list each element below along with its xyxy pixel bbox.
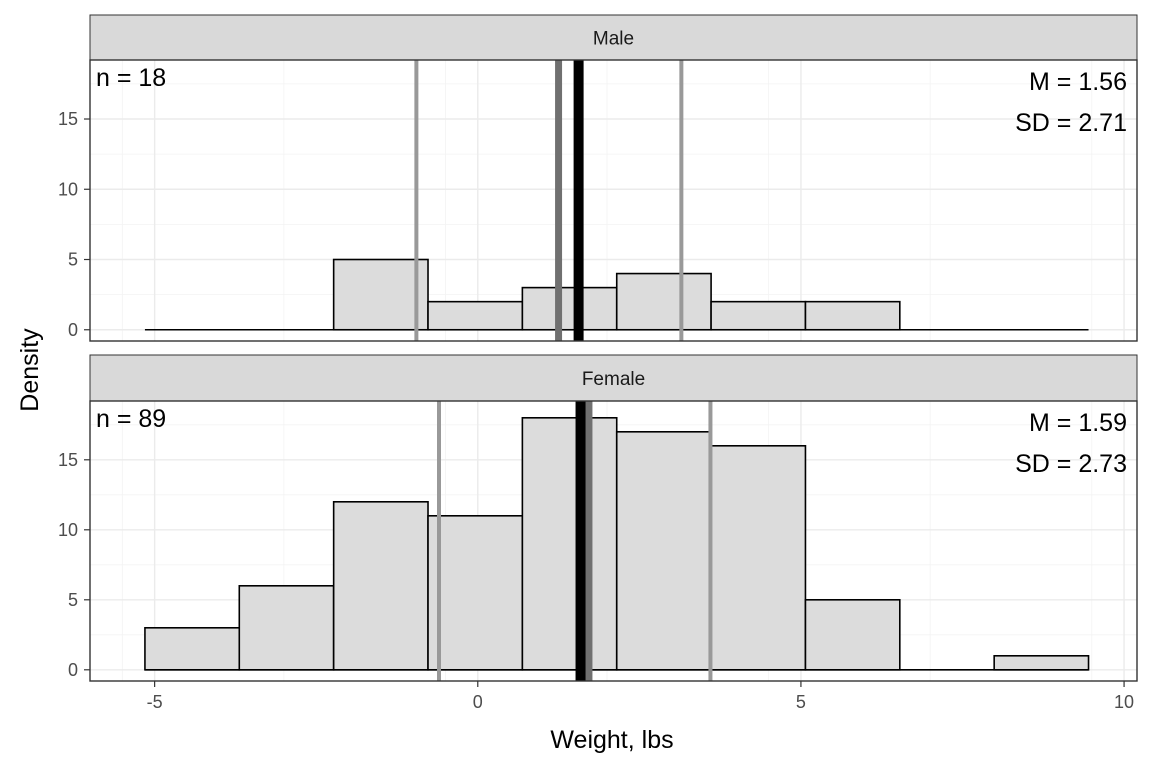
histogram-bar xyxy=(710,300,807,331)
histogram-bar xyxy=(521,416,618,671)
y-tick-label: 15 xyxy=(58,450,78,470)
y-tick-label: 0 xyxy=(68,320,78,340)
panel-female: Female n = 89 M = 1.59 SD = 2.73 0 5 10 15 xyxy=(58,354,1138,682)
facet-strip-label: Male xyxy=(593,29,634,50)
panel-male: Male n = 18 M = 1.56 SD = 2.71 0 5 10 15 xyxy=(58,14,1138,342)
histogram-bar xyxy=(144,626,241,671)
histogram-bar xyxy=(615,430,712,671)
x-tick-label: 10 xyxy=(1114,692,1134,712)
n-label: n = 18 xyxy=(96,64,166,92)
x-tick-label: -5 xyxy=(147,692,163,712)
histogram-bar xyxy=(804,300,901,331)
sd-label: SD = 2.73 xyxy=(1015,450,1127,478)
facet-strip-label: Female xyxy=(582,369,645,390)
panel-border xyxy=(89,59,1138,342)
x-tick-label: 5 xyxy=(796,692,806,712)
y-tick-label: 5 xyxy=(68,250,78,270)
y-tick-label: 10 xyxy=(58,520,78,540)
facet-strip xyxy=(89,354,1138,402)
mean-label: M = 1.59 xyxy=(1029,409,1127,437)
histogram-bar xyxy=(332,258,429,331)
histogram-bar xyxy=(332,500,429,671)
y-tick-label: 15 xyxy=(58,109,78,129)
mean-label: M = 1.56 xyxy=(1029,68,1127,96)
n-label: n = 89 xyxy=(96,405,166,433)
sd-label: SD = 2.71 xyxy=(1015,109,1127,137)
facet-strip xyxy=(89,14,1138,61)
y-tick-label: 10 xyxy=(58,179,78,199)
x-axis: -5 0 5 10 xyxy=(147,681,1134,712)
histogram-bar xyxy=(427,300,524,331)
x-tick-label: 0 xyxy=(473,692,483,712)
y-tick-label: 0 xyxy=(68,660,78,680)
histogram-bar xyxy=(804,598,901,671)
x-axis-title: Weight, lbs xyxy=(550,726,673,754)
y-tick-label: 5 xyxy=(68,590,78,610)
panels-layer: Male n = 18 M = 1.56 SD = 2.71 0 5 10 15 Female n… xyxy=(58,14,1138,682)
histogram-bar xyxy=(521,286,618,331)
histogram-bar xyxy=(615,272,712,331)
histogram-bar xyxy=(238,584,335,671)
y-axis-title: Density xyxy=(16,328,44,412)
histogram-bar xyxy=(427,514,524,671)
panel-border xyxy=(89,400,1138,682)
histogram-bar xyxy=(993,654,1090,671)
histogram-bar xyxy=(710,444,807,671)
